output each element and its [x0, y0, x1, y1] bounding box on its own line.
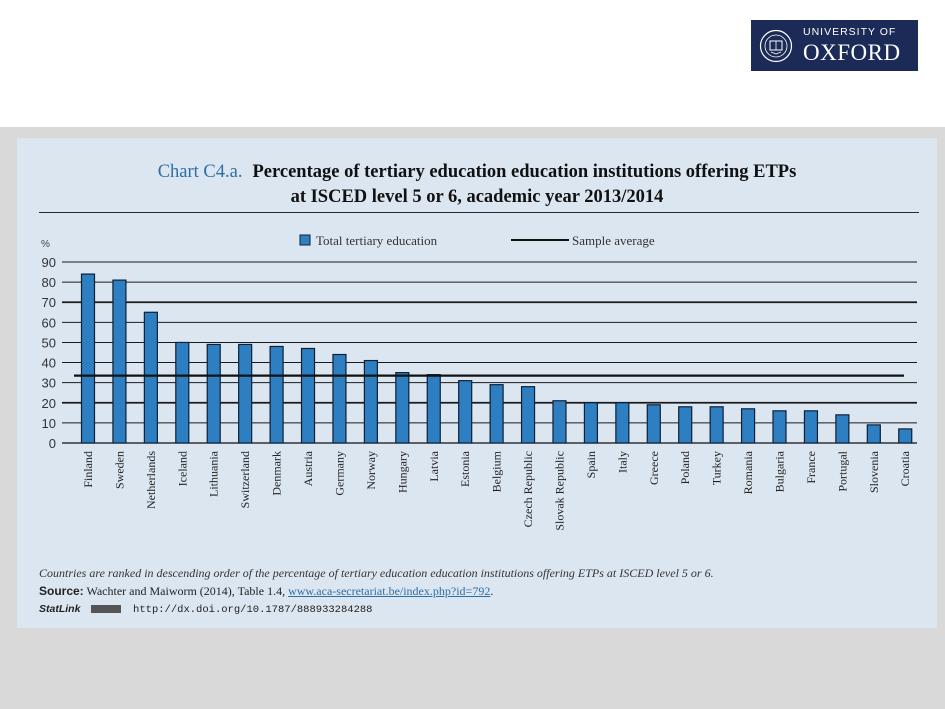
x-tick-label: Sweden [112, 451, 126, 489]
x-tick-label: Hungary [395, 451, 409, 493]
bar-czech-republic [520, 386, 536, 444]
bar-portugal [835, 414, 850, 444]
bar-bulgaria [772, 410, 787, 444]
y-tick-label: 90 [42, 255, 56, 270]
x-tick-label: Denmark [270, 451, 284, 496]
x-tick-label: Belgium [490, 450, 504, 492]
statlink-label: StatLink [39, 603, 81, 615]
x-tick-label: Switzerland [238, 451, 252, 508]
x-tick-label: Turkey [710, 451, 724, 485]
x-tick-label: Latvia [427, 450, 441, 481]
bar-switzerland [238, 343, 253, 444]
bar-slovenia [866, 424, 881, 444]
x-tick-label: Estonia [458, 450, 472, 487]
bar-greece [646, 404, 661, 444]
x-tick-label: Poland [678, 451, 692, 484]
statlink-icon [90, 605, 121, 614]
x-tick-label: Czech Republic [521, 451, 535, 527]
x-tick-label: Netherlands [144, 451, 158, 509]
bar-croatia [898, 428, 913, 444]
y-tick-label: 60 [42, 315, 56, 330]
bar-latvia [426, 374, 441, 444]
bar-denmark [269, 345, 284, 444]
bar-turkey [709, 406, 724, 444]
x-tick-label: Austria [301, 450, 315, 486]
chart-panel: Chart C4.a. Percentage of tertiary educat… [17, 138, 937, 628]
source-label: Source: [39, 584, 84, 598]
footnote-ranking: Countries are ranked in descending order… [39, 566, 714, 580]
x-tick-label: Spain [584, 451, 598, 478]
legend-label-average: Sample average [572, 233, 655, 248]
title-line1: Percentage of tertiary education educati… [252, 162, 797, 182]
source-link[interactable]: www.aca-secretariat.be/index.php?id=792 [288, 584, 491, 598]
x-tick-label: Bulgaria [773, 450, 787, 492]
x-tick-label: Portugal [835, 450, 849, 491]
bar-belgium [489, 384, 504, 444]
x-tick-label: Finland [81, 451, 95, 488]
legend: Total tertiary education Sample average [299, 233, 655, 248]
statlink-url[interactable]: http://dx.doi.org/10.1787/888933284288 [133, 604, 373, 616]
bar-germany [332, 353, 347, 444]
y-tick-label: 30 [42, 376, 56, 391]
y-axis-unit: % [41, 239, 50, 250]
statlink: StatLink http://dx.doi.org/10.1787/88893… [39, 603, 373, 616]
x-tick-label: Norway [364, 451, 378, 490]
title-divider [39, 212, 919, 213]
bar-austria [300, 347, 316, 444]
chart-title: Chart C4.a. Percentage of tertiary educat… [17, 160, 937, 210]
legend-label-bars: Total tertiary education [316, 233, 438, 248]
bar-france [803, 410, 819, 444]
oxford-crest-icon [759, 29, 793, 62]
bar-italy [615, 402, 630, 444]
bar-lithuania [206, 343, 221, 444]
university-logo: UNIVERSITY OF OXFORD [751, 20, 918, 71]
y-tick-label: 50 [42, 335, 56, 350]
bar-romania [740, 408, 756, 444]
bar-norway [363, 359, 378, 444]
x-tick-label: Lithuania [207, 450, 221, 497]
legend-swatch-bars [299, 234, 311, 246]
x-tick-label: Romania [741, 450, 755, 494]
y-tick-label: 80 [42, 275, 56, 290]
x-tick-label: Iceland [175, 451, 189, 486]
bar-hungary [395, 372, 410, 444]
x-tick-label: Slovenia [867, 450, 881, 493]
bar-estonia [458, 380, 473, 444]
x-tick-label: Germany [332, 451, 346, 496]
bar-netherlands [143, 311, 158, 444]
footnote-source: Source: Wachter and Maiworm (2014), Tabl… [39, 584, 493, 599]
y-tick-label: 20 [42, 396, 56, 411]
bar-spain [583, 402, 599, 444]
y-tick-label: 0 [49, 436, 56, 451]
x-tick-label: France [804, 451, 818, 484]
bar-poland [678, 406, 693, 444]
bar-finland [80, 273, 96, 444]
source-text: Wachter and Maiworm (2014), Table 1.4, [86, 584, 289, 598]
title-line2: at ISCED level 5 or 6, academic year 201… [290, 187, 664, 207]
slide-header: UNIVERSITY OF OXFORD [0, 0, 945, 127]
y-tick-label: 70 [42, 295, 56, 310]
x-tick-label: Croatia [898, 450, 912, 486]
x-tick-label: Greece [647, 451, 661, 485]
x-tick-label: Slovak Republic [552, 451, 566, 531]
logo-line1: UNIVERSITY OF [803, 26, 897, 39]
y-tick-label: 40 [42, 356, 56, 371]
bar-iceland [175, 341, 190, 444]
bar-sweden [112, 279, 127, 444]
y-tick-label: 10 [42, 416, 56, 431]
bar-slovak-republic [552, 400, 567, 444]
chart-number: Chart C4.a. [157, 162, 243, 182]
logo-line2: OXFORD [803, 39, 901, 65]
x-tick-label: Italy [615, 451, 629, 473]
source-end: . [490, 584, 494, 598]
bar-chart: Total tertiary education Sample average … [41, 233, 917, 531]
